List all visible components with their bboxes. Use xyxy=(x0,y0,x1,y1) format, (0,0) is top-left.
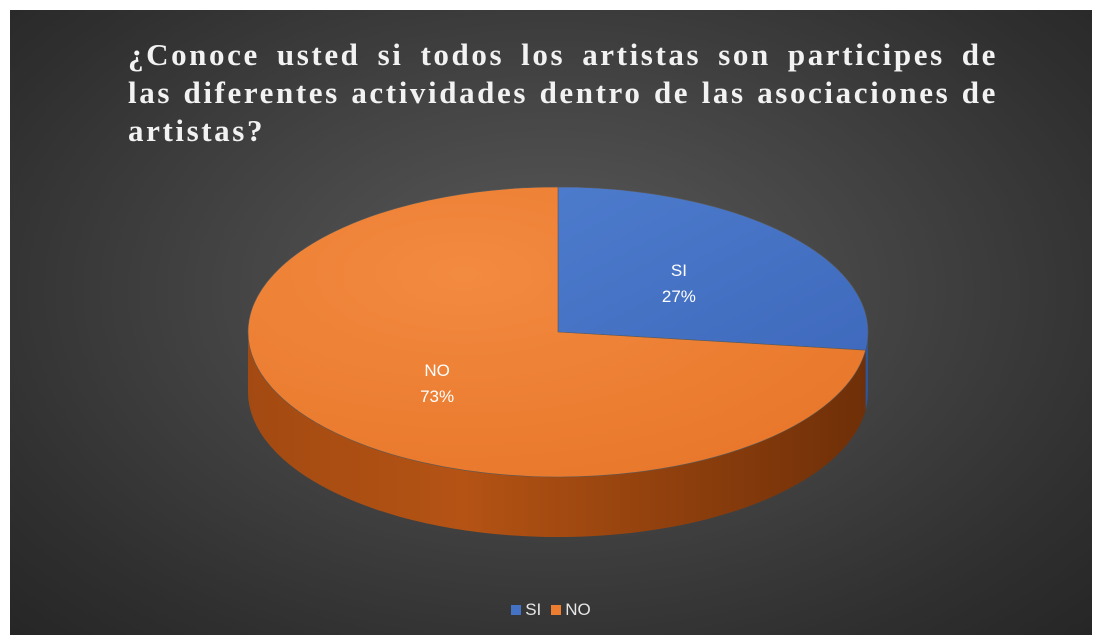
pie-side-no xyxy=(248,332,866,538)
pie-data-labels: SI 27% NO 73% xyxy=(420,261,696,406)
legend-label-no: NO xyxy=(565,600,591,619)
legend-swatch-no xyxy=(551,605,562,615)
legend-swatch-si xyxy=(511,605,522,615)
pie-side-walls xyxy=(248,332,868,538)
pie-top-faces xyxy=(247,186,869,478)
data-label-si-name: SI xyxy=(671,261,687,280)
legend-label-si: SI xyxy=(525,600,542,619)
pie-slice-no xyxy=(247,186,866,478)
chart-area: ¿Conoce usted si todos los artistas son … xyxy=(10,10,1092,635)
pie-slice-si xyxy=(557,186,869,351)
legend-item-no: NO xyxy=(551,600,591,620)
data-label-si-percent: 27% xyxy=(662,287,696,306)
chart-title: ¿Conoce usted si todos los artistas son … xyxy=(128,37,998,148)
data-label-no-percent: 73% xyxy=(420,387,454,406)
data-label-no-name: NO xyxy=(424,361,450,380)
legend: SI NO xyxy=(10,600,1092,620)
legend-item-si: SI xyxy=(511,600,541,620)
pie-chart: SI 27% NO 73% xyxy=(247,186,869,538)
pie-side-si xyxy=(865,332,868,411)
